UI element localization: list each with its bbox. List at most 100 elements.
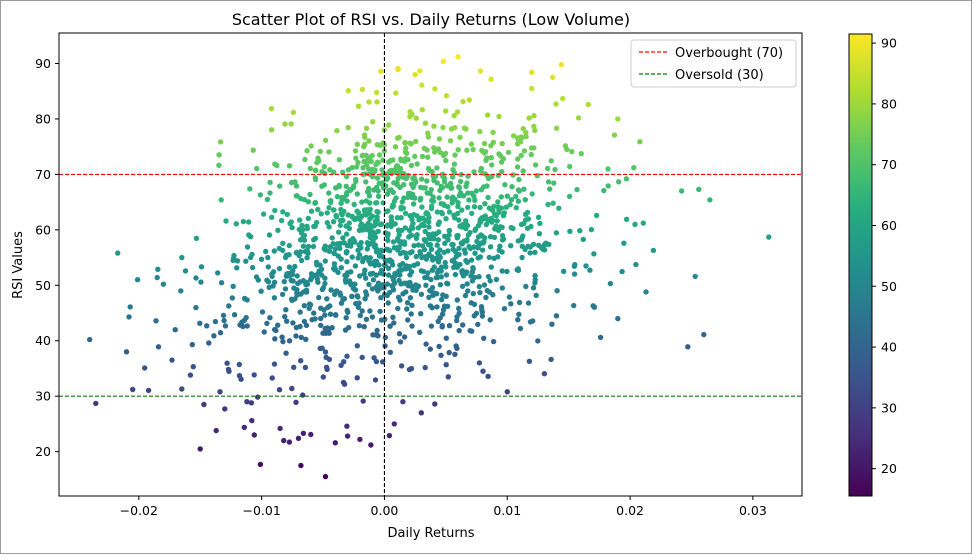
y-tick-label: 30 [35,389,51,404]
data-point [372,262,378,268]
data-point [593,212,600,219]
data-point [440,58,447,64]
data-point [473,310,480,317]
data-point [376,152,383,158]
data-point [404,300,411,306]
data-point [241,424,247,431]
data-point [305,199,311,205]
data-point [351,183,357,189]
data-point [142,365,148,371]
data-point [406,234,412,240]
data-point [363,254,369,261]
data-point [478,304,485,310]
data-point [533,292,539,299]
data-point [154,274,160,281]
data-point [456,245,462,251]
data-point [275,322,281,328]
data-point [483,157,489,164]
data-point [344,433,351,439]
data-point [481,184,487,190]
data-point [530,285,537,291]
data-point [288,121,294,127]
data-point [407,272,413,278]
data-point [501,306,508,312]
data-point [387,323,393,329]
data-point [327,244,334,250]
data-point [364,240,371,246]
data-point [379,142,386,148]
data-point [331,261,338,267]
data-point [289,224,295,231]
data-point [353,155,359,161]
data-point [218,280,225,286]
data-point [267,315,273,321]
data-point [508,301,514,307]
data-point [401,239,408,245]
data-point [397,250,404,257]
data-point [303,289,310,295]
points-layer [87,54,772,480]
data-point [495,172,502,178]
colorbar: 20 30 40 50 60 70 80 90 [848,33,897,497]
data-point [293,333,299,339]
data-point [430,198,437,204]
data-point [384,223,390,229]
data-point [406,366,413,373]
data-point [528,151,534,158]
data-point [267,179,273,186]
data-point [637,139,643,145]
data-point [427,242,434,248]
data-point [411,174,417,180]
x-tick-label: −0.02 [120,503,158,518]
data-point [288,219,294,225]
data-point [248,400,255,406]
data-point [446,209,453,215]
data-point [423,341,429,347]
data-point [535,338,541,344]
data-point [455,147,461,153]
data-point [359,308,365,314]
data-point [372,377,379,383]
data-point [379,180,385,187]
data-point [437,282,444,288]
data-point [577,228,583,234]
data-point [467,328,473,334]
data-point [332,440,338,446]
data-point [379,248,385,254]
data-point [478,168,484,174]
data-point [484,112,491,118]
data-point [536,231,543,237]
colorbar-tick-label: 90 [881,36,897,51]
data-point [418,222,424,229]
data-point [588,226,595,233]
data-point [336,229,342,235]
data-point [460,322,466,328]
data-point [402,140,408,146]
data-point [438,352,444,358]
data-point [437,315,443,321]
data-point [251,372,257,378]
colorbar-tick-label: 30 [881,400,897,415]
data-point [419,204,425,210]
data-point [383,208,390,215]
x-tick-label: 0.02 [616,503,644,518]
data-point [386,187,392,194]
data-point [293,399,299,405]
data-point [408,311,414,317]
data-point [633,261,639,268]
data-point [336,157,343,163]
data-point [583,263,589,269]
data-point [292,296,298,302]
data-point [372,234,379,241]
data-point [553,125,560,131]
data-point [382,334,389,341]
data-point [375,160,381,166]
data-point [519,254,525,261]
data-point [444,303,451,309]
data-point [443,272,450,278]
data-point [521,186,527,192]
data-point [385,300,391,306]
data-point [326,149,332,155]
data-point [221,317,227,324]
data-point [415,242,422,248]
